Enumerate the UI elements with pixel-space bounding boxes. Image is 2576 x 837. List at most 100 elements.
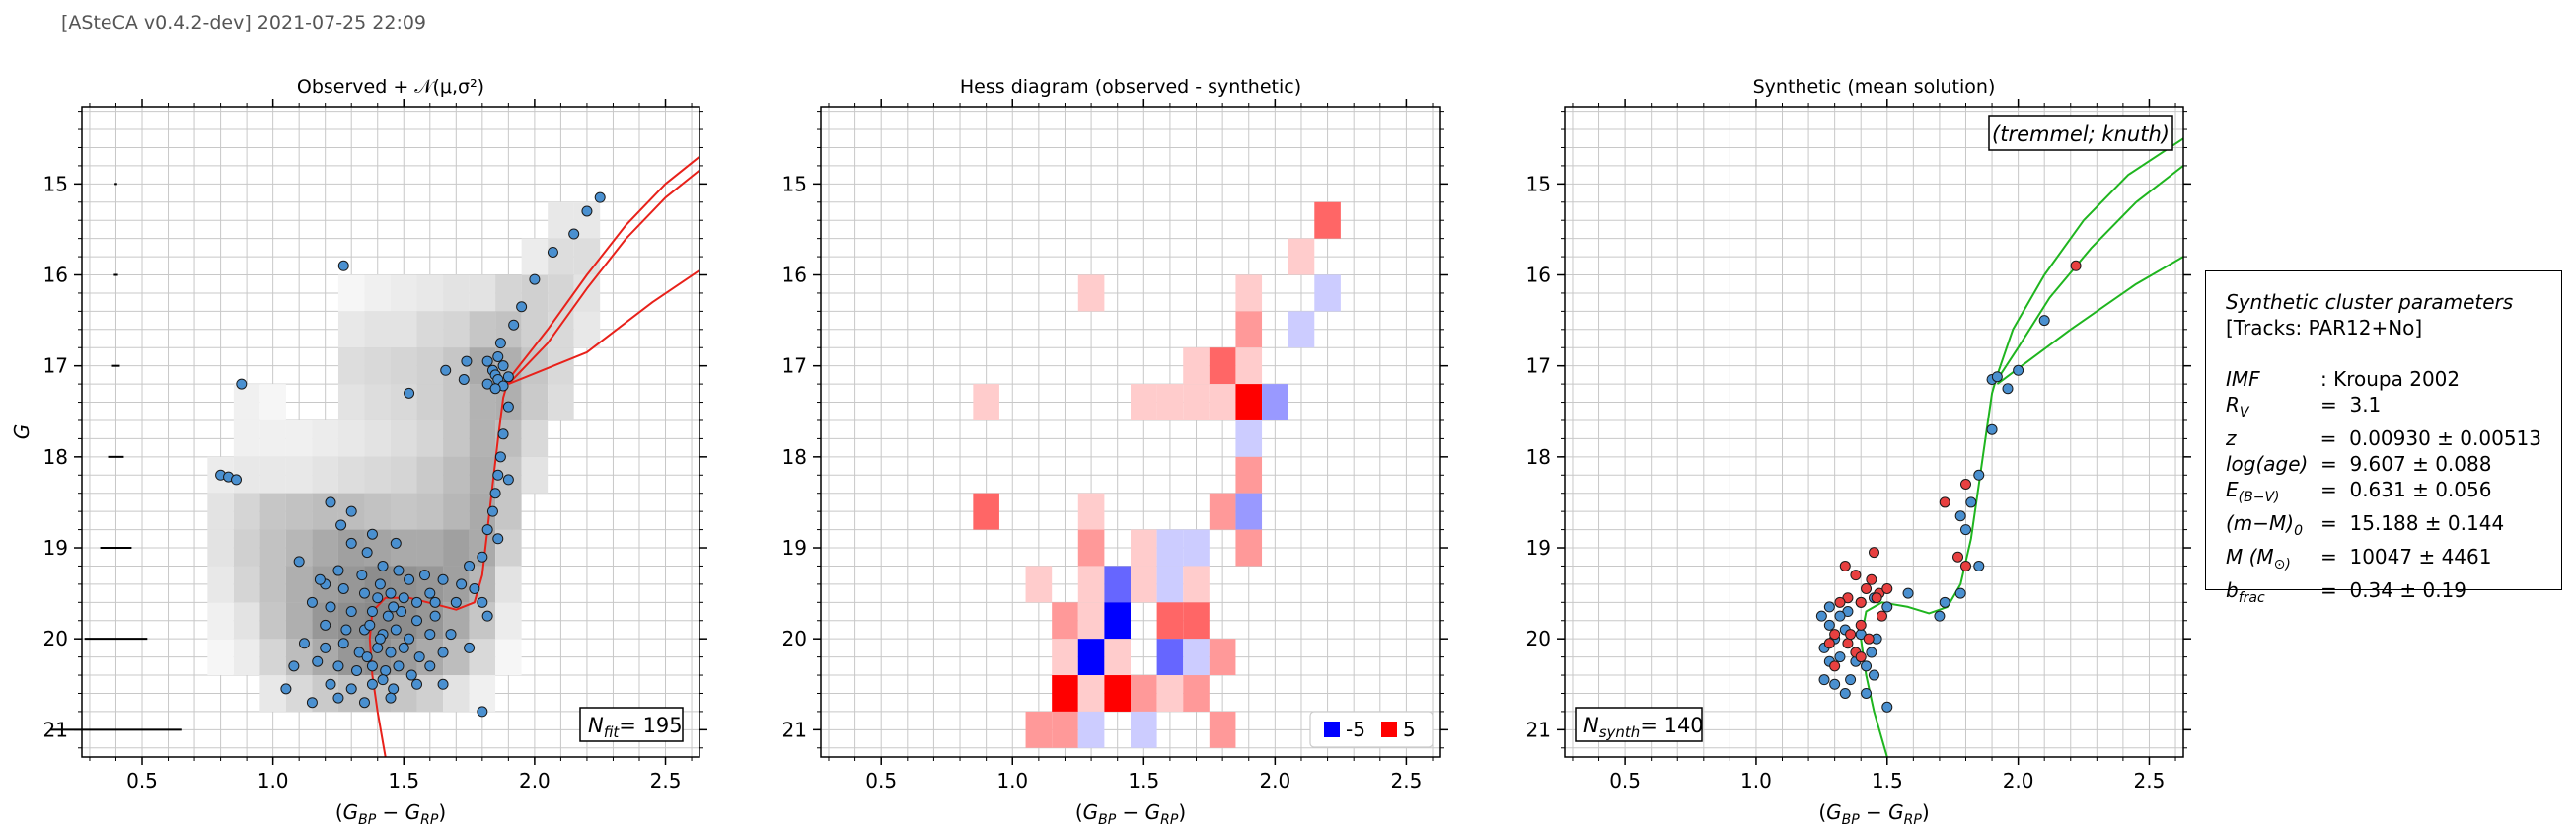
hess-cell xyxy=(1131,529,1157,567)
hess-cell xyxy=(1156,639,1184,676)
observed-star xyxy=(398,642,409,653)
param-value: = 3.1 xyxy=(2320,393,2382,417)
panel-3: Synthetic (mean solution) 0.5 1.0 1.5 2.0 2.5… xyxy=(1526,76,2191,828)
synthetic-binary-star xyxy=(1952,551,1964,563)
observed-star xyxy=(361,547,373,559)
hess-legend xyxy=(1309,711,1434,748)
x-tick-label: 1.5 xyxy=(388,769,419,793)
observed-star xyxy=(461,355,473,367)
hess-cell xyxy=(1235,274,1263,312)
observed-star xyxy=(429,596,441,608)
observed-star xyxy=(481,610,493,622)
density-cell xyxy=(259,456,286,494)
method-label-box xyxy=(1988,115,2173,151)
density-cell xyxy=(443,419,470,457)
x-tick-label: 1.0 xyxy=(258,769,289,793)
density-cell xyxy=(469,419,496,457)
hess-cell xyxy=(1077,602,1105,640)
hess-cell xyxy=(1235,493,1263,530)
density-cell xyxy=(469,675,496,712)
synthetic-single-star xyxy=(1845,674,1857,686)
y-tick-label: 15 xyxy=(1526,172,1551,195)
hess-cell xyxy=(1077,675,1105,712)
density-cell xyxy=(285,602,313,640)
legend-swatch xyxy=(1381,722,1397,737)
synthetic-single-star xyxy=(1839,687,1851,699)
hess-cell xyxy=(1209,711,1236,748)
param-row: IMF: Kroupa 2002 xyxy=(2226,366,2541,392)
synthetic-single-star xyxy=(1861,687,1873,699)
param-value: = 0.34 ± 0.19 xyxy=(2320,578,2467,602)
observed-star xyxy=(481,524,493,536)
param-row: E(B−V) = 0.631 ± 0.056 xyxy=(2226,477,2541,510)
y-tick-label: 21 xyxy=(782,718,807,741)
density-cell xyxy=(259,639,286,676)
synthetic-single-star xyxy=(1973,469,1985,481)
density-cell xyxy=(364,419,391,457)
hess-cell xyxy=(1183,347,1210,385)
synthetic-single-star xyxy=(2013,364,2024,376)
density-cell xyxy=(233,639,260,676)
synthetic-single-star xyxy=(1954,510,1966,522)
density-cell xyxy=(207,602,234,640)
hess-cell xyxy=(1131,711,1157,748)
observed-star xyxy=(516,301,528,313)
observed-star xyxy=(497,428,509,440)
observed-star xyxy=(345,683,357,695)
param-key: (m−M)0 xyxy=(2226,511,2304,539)
hess-cell xyxy=(1104,566,1131,603)
density-cell xyxy=(521,238,549,275)
synthetic-binary-star xyxy=(2070,260,2082,271)
observed-star xyxy=(351,664,363,676)
x-tick-label: 0.5 xyxy=(865,769,897,793)
observed-star xyxy=(337,582,349,594)
density-cell xyxy=(259,675,286,712)
observed-star xyxy=(312,655,324,667)
synthetic-binary-star xyxy=(1845,629,1857,641)
observed-star xyxy=(489,383,501,395)
legend-label: -5 xyxy=(1346,718,1365,741)
y-tick-label: 15 xyxy=(782,172,807,195)
x-tick-label: 2.5 xyxy=(1391,769,1423,793)
density-cell xyxy=(312,456,338,494)
observed-star xyxy=(388,683,400,695)
observed-star xyxy=(508,319,520,331)
observed-star xyxy=(345,505,357,517)
density-cell xyxy=(495,493,522,530)
observed-star xyxy=(437,573,449,585)
observed-star xyxy=(361,651,373,663)
density-cell xyxy=(416,347,444,385)
hess-cell xyxy=(973,493,999,530)
observed-star xyxy=(502,401,514,413)
hess-cell xyxy=(1209,639,1236,676)
hess-cell xyxy=(1025,566,1053,603)
hess-cell xyxy=(1288,311,1315,348)
density-cell xyxy=(469,602,496,640)
x-tick-label: 1.0 xyxy=(1740,769,1772,793)
observed-star xyxy=(382,610,394,622)
observed-star xyxy=(398,592,409,604)
y-tick-label: 16 xyxy=(1526,264,1551,287)
hess-cell xyxy=(1235,456,1263,494)
param-key: M (M⊙) xyxy=(2226,545,2291,572)
observed-star xyxy=(456,578,468,590)
hess-cell xyxy=(1183,566,1210,603)
observed-star xyxy=(492,533,504,545)
observed-star xyxy=(306,697,318,709)
observed-star xyxy=(477,706,488,718)
hess-cell xyxy=(1156,602,1184,640)
density-cell xyxy=(521,456,549,494)
observed-star xyxy=(385,587,397,599)
hess-cell xyxy=(1104,602,1131,640)
observed-star xyxy=(393,660,405,672)
density-cell xyxy=(285,456,313,494)
version-timestamp: [ASteCA v0.4.2-dev] 2021-07-25 22:09 xyxy=(61,12,427,34)
observed-star xyxy=(332,565,344,576)
param-key: log(age) xyxy=(2226,452,2309,476)
density-cell xyxy=(285,493,313,530)
param-value: = 0.00930 ± 0.00513 xyxy=(2319,426,2541,450)
observed-star xyxy=(366,528,378,540)
density-cell xyxy=(416,274,444,312)
density-cell xyxy=(391,311,417,348)
x-tick-label: 0.5 xyxy=(126,769,158,793)
